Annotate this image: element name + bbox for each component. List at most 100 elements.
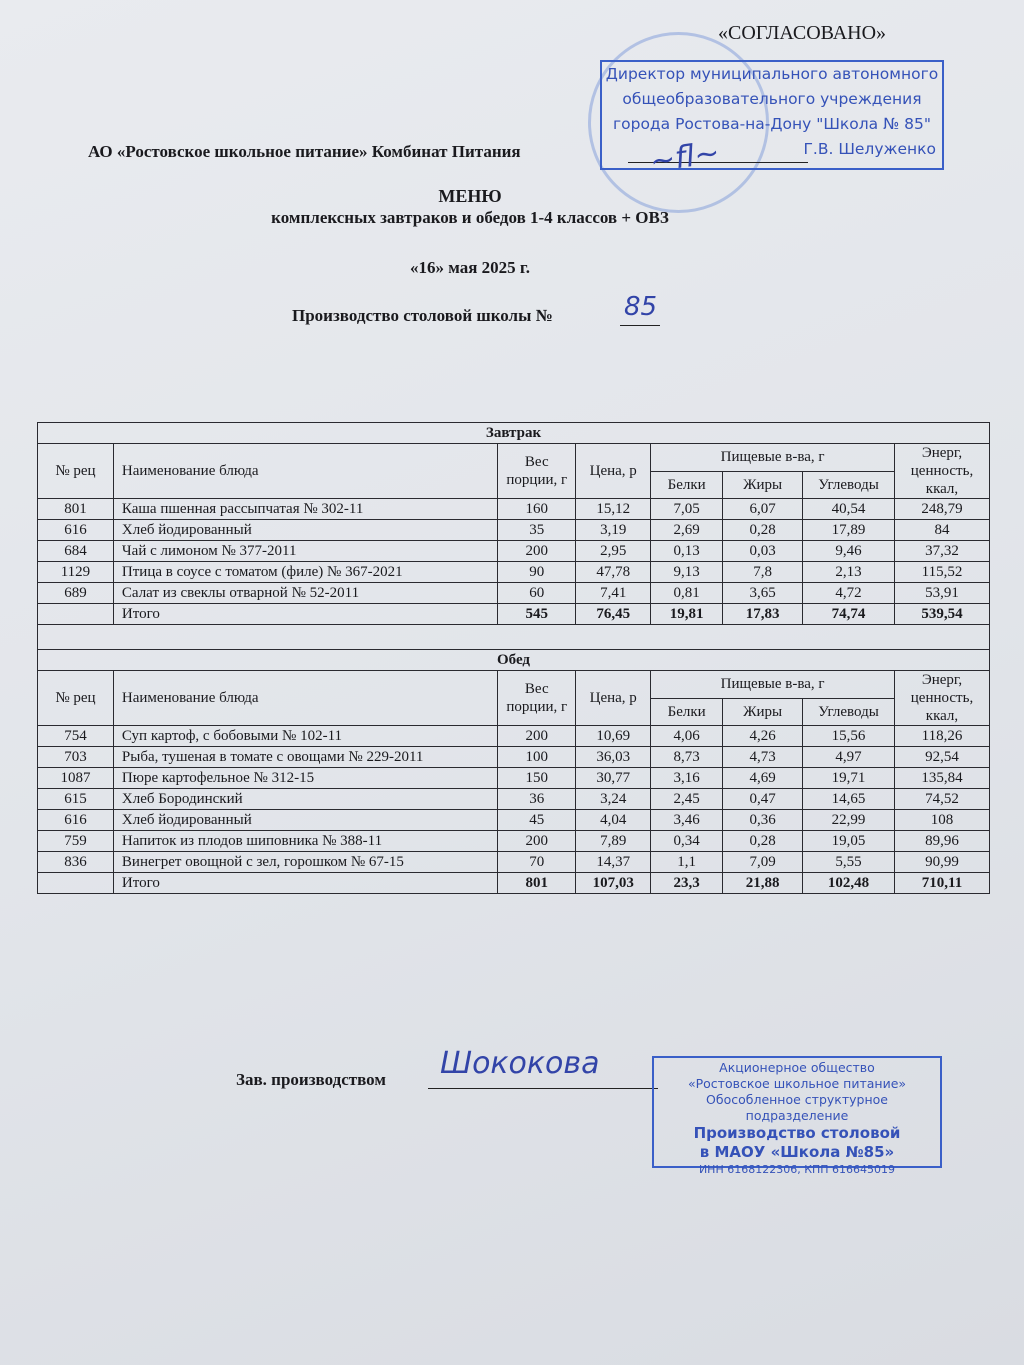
name-cell: Каша пшенная рассыпчатая № 302-11	[112, 498, 499, 520]
weight-cell: 45	[497, 809, 577, 831]
col-rec: № рец	[37, 443, 114, 499]
col-energy: Энерг, ценность, ккал,	[893, 443, 991, 499]
col-fat: Жиры	[722, 470, 804, 499]
table-row: 703 Рыба, тушеная в томате с овощами № 22…	[37, 746, 991, 768]
school-number-handwritten: 85	[624, 292, 658, 322]
carbs-cell: 14,65	[802, 788, 895, 810]
stamp-line: Обособленное структурное подразделение	[706, 1092, 888, 1123]
rec-cell: 616	[37, 809, 114, 831]
stamp-line: города Ростова-на-Дону "Школа № 85"	[612, 115, 931, 133]
energy-cell: 118,26	[893, 725, 991, 747]
col-carbs: Углеводы	[802, 697, 895, 726]
col-rec: № рец	[37, 670, 114, 726]
carbs-cell: 102,48	[802, 872, 895, 894]
energy-cell: 710,11	[893, 872, 991, 894]
price-cell: 15,12	[575, 498, 652, 520]
stamp-line: Производство столовой	[693, 1124, 901, 1142]
table-row: 615 Хлеб Бородинский 36 3,24 2,45 0,47 14,65 74…	[37, 788, 991, 810]
protein-cell: 4,06	[650, 725, 724, 747]
weight-cell: 70	[497, 851, 577, 873]
energy-cell: 74,52	[893, 788, 991, 810]
total-row: Итого 801 107,03 23,3 21,88 102,48 710,11	[37, 872, 991, 894]
weight-cell: 160	[497, 498, 577, 520]
col-protein: Белки	[650, 697, 724, 726]
name-cell: Рыба, тушеная в томате с овощами № 229-2…	[112, 746, 499, 768]
protein-cell: 1,1	[650, 851, 724, 873]
weight-cell: 36	[497, 788, 577, 810]
price-cell: 30,77	[575, 767, 652, 789]
fat-cell: 0,28	[722, 519, 804, 541]
table-row: 616 Хлеб йодированный 45 4,04 3,46 0,36 22,99 1…	[37, 809, 991, 831]
weight-cell: 801	[497, 872, 577, 894]
fat-cell: 3,65	[722, 582, 804, 604]
weight-cell: 200	[497, 540, 577, 562]
col-nutrients: Пищевые в-ва, г	[650, 670, 895, 699]
protein-cell: 0,34	[650, 830, 724, 852]
rec-cell: 684	[37, 540, 114, 562]
weight-cell: 60	[497, 582, 577, 604]
footer-label: Зав. производством	[236, 1070, 386, 1089]
fat-cell: 0,47	[722, 788, 804, 810]
price-cell: 76,45	[575, 603, 652, 625]
fat-cell: 4,73	[722, 746, 804, 768]
energy-cell: 115,52	[893, 561, 991, 583]
table-row: 754 Суп картоф, с бобовыми № 102-11 200 10,…	[37, 725, 991, 747]
table-row: 801 Каша пшенная рассыпчатая № 302-11 160 1…	[37, 498, 991, 520]
protein-cell: 2,45	[650, 788, 724, 810]
protein-cell: 8,73	[650, 746, 724, 768]
carbs-cell: 19,05	[802, 830, 895, 852]
weight-cell: 545	[497, 603, 577, 625]
col-nutrients: Пищевые в-ва, г	[650, 443, 895, 472]
weight-cell: 35	[497, 519, 577, 541]
menu-subtitle: комплексных завтраков и обедов 1-4 класс…	[271, 208, 669, 227]
name-cell: Суп картоф, с бобовыми № 102-11	[112, 725, 499, 747]
price-cell: 4,04	[575, 809, 652, 831]
weight-cell: 200	[497, 830, 577, 852]
energy-cell: 90,99	[893, 851, 991, 873]
col-name: Наименование блюда	[112, 443, 499, 499]
col-weight: Вес порции, г	[497, 670, 577, 726]
table-row: 1129 Птица в соусе с томатом (филе) № 367…	[37, 561, 991, 583]
spacer-row	[37, 624, 990, 650]
fat-cell: 7,8	[722, 561, 804, 583]
protein-cell: 23,3	[650, 872, 724, 894]
round-seal	[588, 32, 769, 213]
name-cell: Хлеб Бородинский	[112, 788, 499, 810]
fat-cell: 21,88	[722, 872, 804, 894]
school-number-line	[620, 325, 660, 326]
price-cell: 36,03	[575, 746, 652, 768]
name-cell: Напиток из плодов шиповника № 388-11	[112, 830, 499, 852]
protein-cell: 3,46	[650, 809, 724, 831]
rec-cell: 1087	[37, 767, 114, 789]
rec-cell	[37, 872, 114, 894]
stamp-line: «Ростовское школьное питание»	[687, 1076, 907, 1091]
stamp-line: в МАОУ «Школа №85»	[699, 1143, 895, 1161]
energy-cell: 108	[893, 809, 991, 831]
protein-cell: 3,16	[650, 767, 724, 789]
menu-table: Завтрак № рец Наименование блюда Вес пор…	[37, 422, 991, 894]
col-price: Цена, р	[575, 443, 652, 499]
carbs-cell: 17,89	[802, 519, 895, 541]
name-cell: Салат из свеклы отварной № 52-2011	[112, 582, 499, 604]
fat-cell: 4,26	[722, 725, 804, 747]
fat-cell: 0,03	[722, 540, 804, 562]
price-cell: 3,19	[575, 519, 652, 541]
lunch-title: Обед	[37, 649, 990, 671]
table-row: 836 Винегрет овощной с зел, горошком № 67…	[37, 851, 991, 873]
rec-cell: 836	[37, 851, 114, 873]
rec-cell: 759	[37, 830, 114, 852]
name-cell: Хлеб йодированный	[112, 809, 499, 831]
price-cell: 7,89	[575, 830, 652, 852]
rec-cell: 801	[37, 498, 114, 520]
price-cell: 7,41	[575, 582, 652, 604]
col-energy: Энерг, ценность, ккал,	[893, 670, 991, 726]
rec-cell: 703	[37, 746, 114, 768]
weight-cell: 90	[497, 561, 577, 583]
stamp-line: Директор муниципального автономного	[605, 65, 939, 83]
price-cell: 14,37	[575, 851, 652, 873]
weight-cell: 100	[497, 746, 577, 768]
energy-cell: 248,79	[893, 498, 991, 520]
carbs-cell: 19,71	[802, 767, 895, 789]
carbs-cell: 2,13	[802, 561, 895, 583]
energy-cell: 53,91	[893, 582, 991, 604]
